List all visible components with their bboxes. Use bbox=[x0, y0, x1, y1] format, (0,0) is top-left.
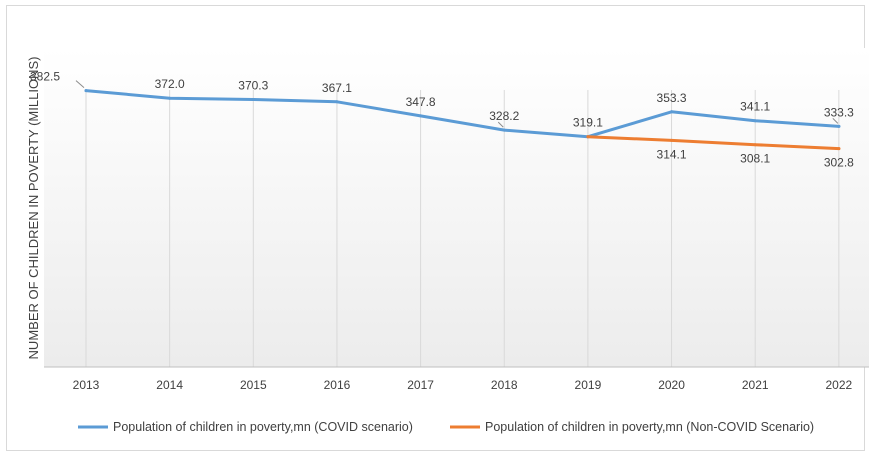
leader-line-2022 bbox=[832, 118, 839, 124]
point-s1-2018 bbox=[502, 128, 506, 132]
x-tick-label-2015: 2015 bbox=[240, 378, 267, 392]
data-label-s2-2022: 302.8 bbox=[824, 156, 854, 170]
data-label-s1-2015: 370.3 bbox=[238, 78, 268, 92]
series-line-2 bbox=[586, 135, 841, 151]
data-label-s1-2019: 319.1 bbox=[573, 116, 603, 130]
leader-line-2013 bbox=[75, 80, 85, 88]
point-s1-2014 bbox=[168, 96, 172, 100]
x-tick-label-2017: 2017 bbox=[407, 378, 434, 392]
legend-label-1: Population of children in poverty,mn (CO… bbox=[113, 420, 413, 434]
point-s2-2022 bbox=[837, 147, 841, 151]
x-tick-label-2018: 2018 bbox=[491, 378, 518, 392]
series-lines bbox=[84, 89, 841, 151]
legend-label-2: Population of children in poverty,mn (No… bbox=[485, 420, 814, 434]
data-label-s1-2016: 367.1 bbox=[322, 81, 352, 95]
plot-area bbox=[44, 48, 869, 367]
legend: Population of children in poverty,mn (CO… bbox=[78, 420, 814, 434]
data-label-s1-2018: 328.2 bbox=[489, 109, 519, 123]
point-s2-2020 bbox=[670, 138, 674, 142]
point-s1-2021 bbox=[753, 119, 757, 123]
data-label-s2-2020: 314.1 bbox=[657, 147, 687, 161]
data-label-s1-2022: 333.3 bbox=[824, 105, 854, 119]
x-tick-label-2019: 2019 bbox=[575, 378, 602, 392]
point-s1-2013 bbox=[84, 89, 88, 93]
x-tick-label-2013: 2013 bbox=[73, 378, 100, 392]
x-tick-label-2021: 2021 bbox=[742, 378, 769, 392]
point-s1-2015 bbox=[251, 98, 255, 101]
data-label-s2-2021: 308.1 bbox=[740, 152, 770, 166]
point-s2-2019 bbox=[586, 135, 590, 139]
x-tick-label-2014: 2014 bbox=[156, 378, 183, 392]
data-label-s1-2017: 347.8 bbox=[406, 95, 436, 109]
x-tick-labels: 2013 2014 2015 2016 2017 2018 2019 2020 2021 2022 bbox=[73, 378, 853, 392]
data-label-s1-2013: 382.5 bbox=[30, 70, 60, 84]
x-tick-label-2020: 2020 bbox=[658, 378, 685, 392]
data-labels: 382.5 372.0 370.3 367.1 347.8 328.2 319.1 353.3… bbox=[30, 70, 854, 170]
x-tick-label-2022: 2022 bbox=[825, 378, 852, 392]
leader-line-2018 bbox=[497, 121, 504, 128]
y-axis-title: NUMBER OF CHILDREN IN POVERTY (MILLIONS) bbox=[26, 57, 41, 360]
gridlines bbox=[85, 90, 840, 367]
series-line-1 bbox=[84, 89, 841, 139]
data-label-s1-2021: 341.1 bbox=[740, 100, 770, 114]
x-tick-label-2016: 2016 bbox=[324, 378, 351, 392]
point-s1-2020 bbox=[670, 110, 674, 114]
point-s1-2017 bbox=[419, 114, 423, 118]
point-s1-2022 bbox=[837, 124, 841, 128]
point-s1-2016 bbox=[335, 100, 339, 104]
data-label-s1-2020: 353.3 bbox=[657, 91, 687, 105]
data-label-s1-2014: 372.0 bbox=[155, 77, 185, 91]
point-s2-2021 bbox=[753, 143, 757, 147]
